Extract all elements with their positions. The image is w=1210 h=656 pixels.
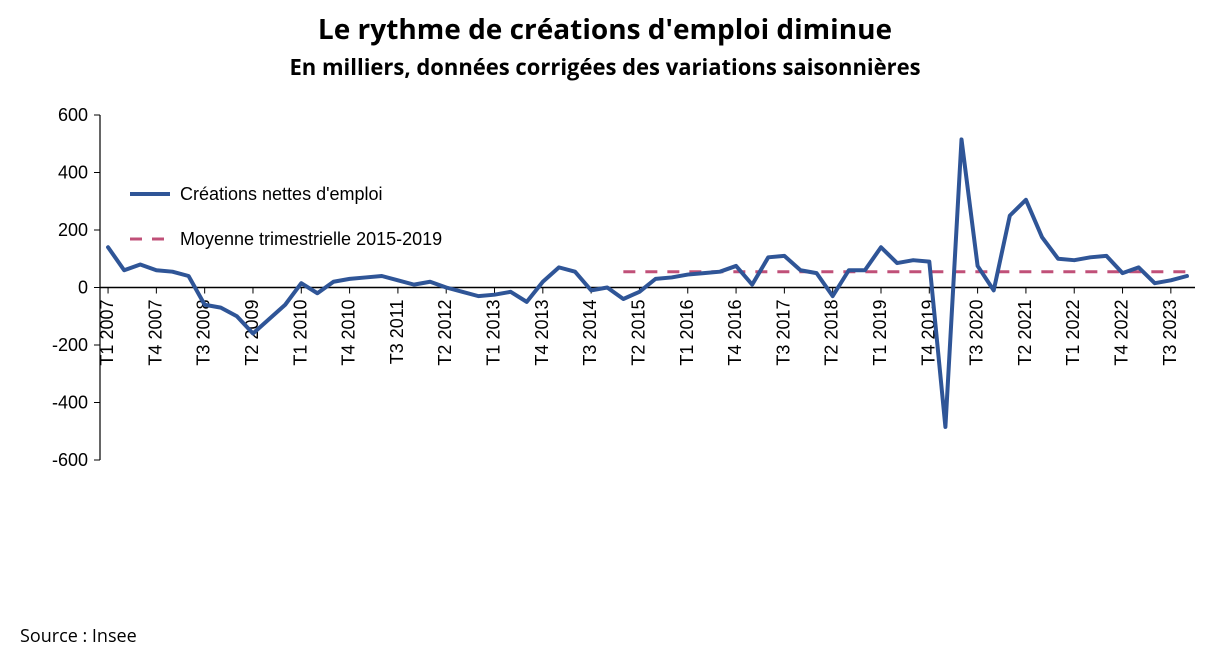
y-tick-label: -600 [52, 450, 88, 470]
x-tick-label: T2 2021 [1015, 300, 1035, 366]
x-tick-label: T2 2018 [822, 300, 842, 366]
y-tick-label: -200 [52, 335, 88, 355]
y-tick-label: -400 [52, 393, 88, 413]
y-tick-label: 400 [58, 163, 88, 183]
x-tick-label: T1 2022 [1063, 300, 1083, 366]
x-tick-label: T3 2008 [194, 300, 214, 366]
x-tick-label: T1 2007 [97, 300, 117, 366]
x-tick-label: T3 2020 [967, 300, 987, 366]
chart-svg: -600 -400 -200 0 200 400 600 T1 2007 T4 2007 T3 2… [0, 0, 1210, 656]
x-tick-label: T4 2022 [1112, 300, 1132, 366]
x-tick-label: T1 2010 [290, 300, 310, 366]
x-tick-label: T1 2013 [484, 300, 504, 366]
x-tick-label: T4 2016 [725, 300, 745, 366]
x-tick-label: T3 2023 [1160, 300, 1180, 366]
y-tick-label: 600 [58, 105, 88, 125]
legend-label-avg: Moyenne trimestrielle 2015-2019 [180, 229, 442, 249]
x-tick-label: T4 2010 [339, 300, 359, 366]
y-tick-label: 0 [78, 278, 88, 298]
x-tick-label: T3 2011 [387, 300, 407, 365]
y-tick-label: 200 [58, 220, 88, 240]
x-tick-label: T1 2019 [870, 300, 890, 366]
x-tick-label: T2 2012 [435, 300, 455, 366]
main-series-line [108, 139, 1187, 427]
chart-container: Le rythme de créations d'emploi diminue … [0, 0, 1210, 656]
x-tick-label: T2 2015 [628, 300, 648, 366]
x-tick-label: T3 2017 [773, 300, 793, 366]
x-tick-label: T4 2013 [532, 300, 552, 366]
legend-label-main: Créations nettes d'emploi [180, 184, 383, 204]
x-tick-label: T1 2016 [677, 300, 697, 366]
x-tick-label: T4 2007 [145, 300, 165, 366]
x-tick-label: T3 2014 [580, 300, 600, 366]
